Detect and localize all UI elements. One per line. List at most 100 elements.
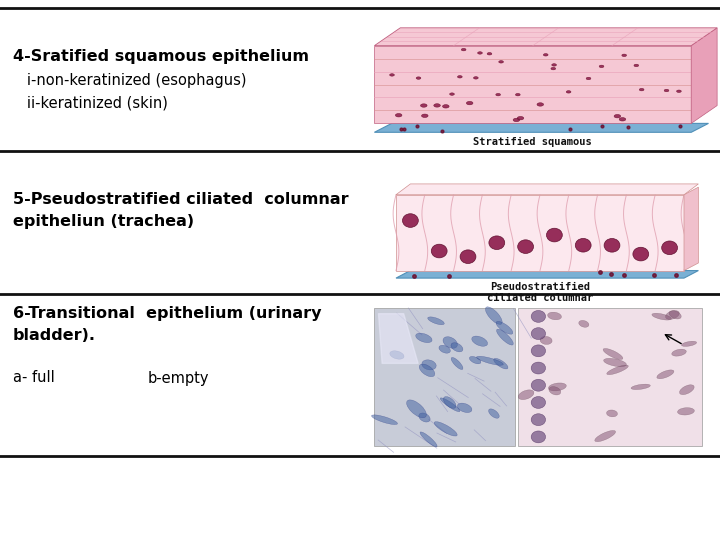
Ellipse shape <box>548 312 562 320</box>
Text: a- full: a- full <box>13 370 55 386</box>
Ellipse shape <box>672 349 686 356</box>
Ellipse shape <box>489 409 499 419</box>
Ellipse shape <box>619 118 626 121</box>
Ellipse shape <box>531 310 546 322</box>
Ellipse shape <box>517 117 523 120</box>
Ellipse shape <box>678 408 694 415</box>
Ellipse shape <box>467 102 473 105</box>
Polygon shape <box>374 28 717 45</box>
Ellipse shape <box>422 360 436 370</box>
Ellipse shape <box>665 310 679 320</box>
Text: Stratified squamous: Stratified squamous <box>474 137 592 147</box>
Ellipse shape <box>434 422 457 436</box>
Ellipse shape <box>402 214 418 227</box>
Ellipse shape <box>420 432 437 447</box>
Ellipse shape <box>419 364 435 377</box>
Ellipse shape <box>603 359 626 367</box>
Ellipse shape <box>595 430 616 442</box>
Text: 5-Pseudostratified ciliated  columnar: 5-Pseudostratified ciliated columnar <box>13 192 348 207</box>
Ellipse shape <box>662 241 678 255</box>
Ellipse shape <box>450 93 454 95</box>
Ellipse shape <box>575 239 591 252</box>
Ellipse shape <box>604 239 620 252</box>
Ellipse shape <box>657 370 674 379</box>
Ellipse shape <box>494 359 508 369</box>
Ellipse shape <box>439 345 451 353</box>
Ellipse shape <box>496 93 500 96</box>
Ellipse shape <box>546 228 562 242</box>
Ellipse shape <box>443 337 457 348</box>
Text: b-empty: b-empty <box>148 370 209 386</box>
Polygon shape <box>374 45 691 124</box>
Ellipse shape <box>634 64 639 66</box>
Ellipse shape <box>451 357 463 369</box>
Ellipse shape <box>531 414 546 426</box>
Ellipse shape <box>395 113 402 117</box>
Polygon shape <box>396 184 698 195</box>
Polygon shape <box>691 28 717 124</box>
Ellipse shape <box>416 77 421 79</box>
Ellipse shape <box>549 387 561 395</box>
Text: bladder).: bladder). <box>13 328 96 343</box>
Ellipse shape <box>433 104 441 107</box>
Ellipse shape <box>477 52 482 54</box>
Ellipse shape <box>497 329 513 345</box>
Ellipse shape <box>407 400 426 418</box>
Ellipse shape <box>639 89 644 91</box>
Polygon shape <box>396 195 684 271</box>
Text: Pseudostratified
ciliated columnar: Pseudostratified ciliated columnar <box>487 282 593 303</box>
Ellipse shape <box>518 390 534 400</box>
Text: i-non-keratinized (esophagus): i-non-keratinized (esophagus) <box>13 73 246 89</box>
Ellipse shape <box>537 103 544 106</box>
Ellipse shape <box>531 396 546 408</box>
Ellipse shape <box>390 74 395 76</box>
Ellipse shape <box>499 60 503 63</box>
Ellipse shape <box>551 68 556 70</box>
Ellipse shape <box>440 398 460 411</box>
Ellipse shape <box>485 307 502 325</box>
Ellipse shape <box>431 244 447 258</box>
Ellipse shape <box>428 317 444 325</box>
Ellipse shape <box>372 415 397 424</box>
Ellipse shape <box>544 53 548 56</box>
Text: ii-keratinized (skin): ii-keratinized (skin) <box>13 95 168 110</box>
Ellipse shape <box>606 410 618 417</box>
Ellipse shape <box>652 313 671 320</box>
Ellipse shape <box>531 328 546 340</box>
Ellipse shape <box>614 114 621 118</box>
Ellipse shape <box>420 104 427 107</box>
Ellipse shape <box>474 77 478 79</box>
Ellipse shape <box>603 348 623 360</box>
Ellipse shape <box>531 431 546 443</box>
Ellipse shape <box>518 240 534 253</box>
Ellipse shape <box>457 403 472 413</box>
Ellipse shape <box>531 362 546 374</box>
Polygon shape <box>374 124 708 132</box>
Bar <box>374 308 515 445</box>
Ellipse shape <box>531 379 546 391</box>
Polygon shape <box>684 187 698 271</box>
Ellipse shape <box>549 383 567 391</box>
Ellipse shape <box>622 54 626 57</box>
Ellipse shape <box>472 336 487 346</box>
Ellipse shape <box>540 336 552 345</box>
Ellipse shape <box>390 351 404 359</box>
Ellipse shape <box>669 310 681 319</box>
Ellipse shape <box>513 118 520 122</box>
Text: epitheliun (trachea): epitheliun (trachea) <box>13 214 194 229</box>
Ellipse shape <box>489 236 505 249</box>
Ellipse shape <box>421 114 428 118</box>
Ellipse shape <box>682 341 697 346</box>
Ellipse shape <box>444 396 456 408</box>
Ellipse shape <box>633 247 649 261</box>
Polygon shape <box>396 271 698 278</box>
Text: 6-Transitional  epithelium (urinary: 6-Transitional epithelium (urinary <box>13 306 321 321</box>
Ellipse shape <box>415 333 432 342</box>
Ellipse shape <box>531 345 546 357</box>
Ellipse shape <box>443 105 449 108</box>
Ellipse shape <box>469 356 481 364</box>
Ellipse shape <box>599 65 604 68</box>
Ellipse shape <box>462 49 466 51</box>
Ellipse shape <box>586 77 591 80</box>
Ellipse shape <box>460 250 476 264</box>
